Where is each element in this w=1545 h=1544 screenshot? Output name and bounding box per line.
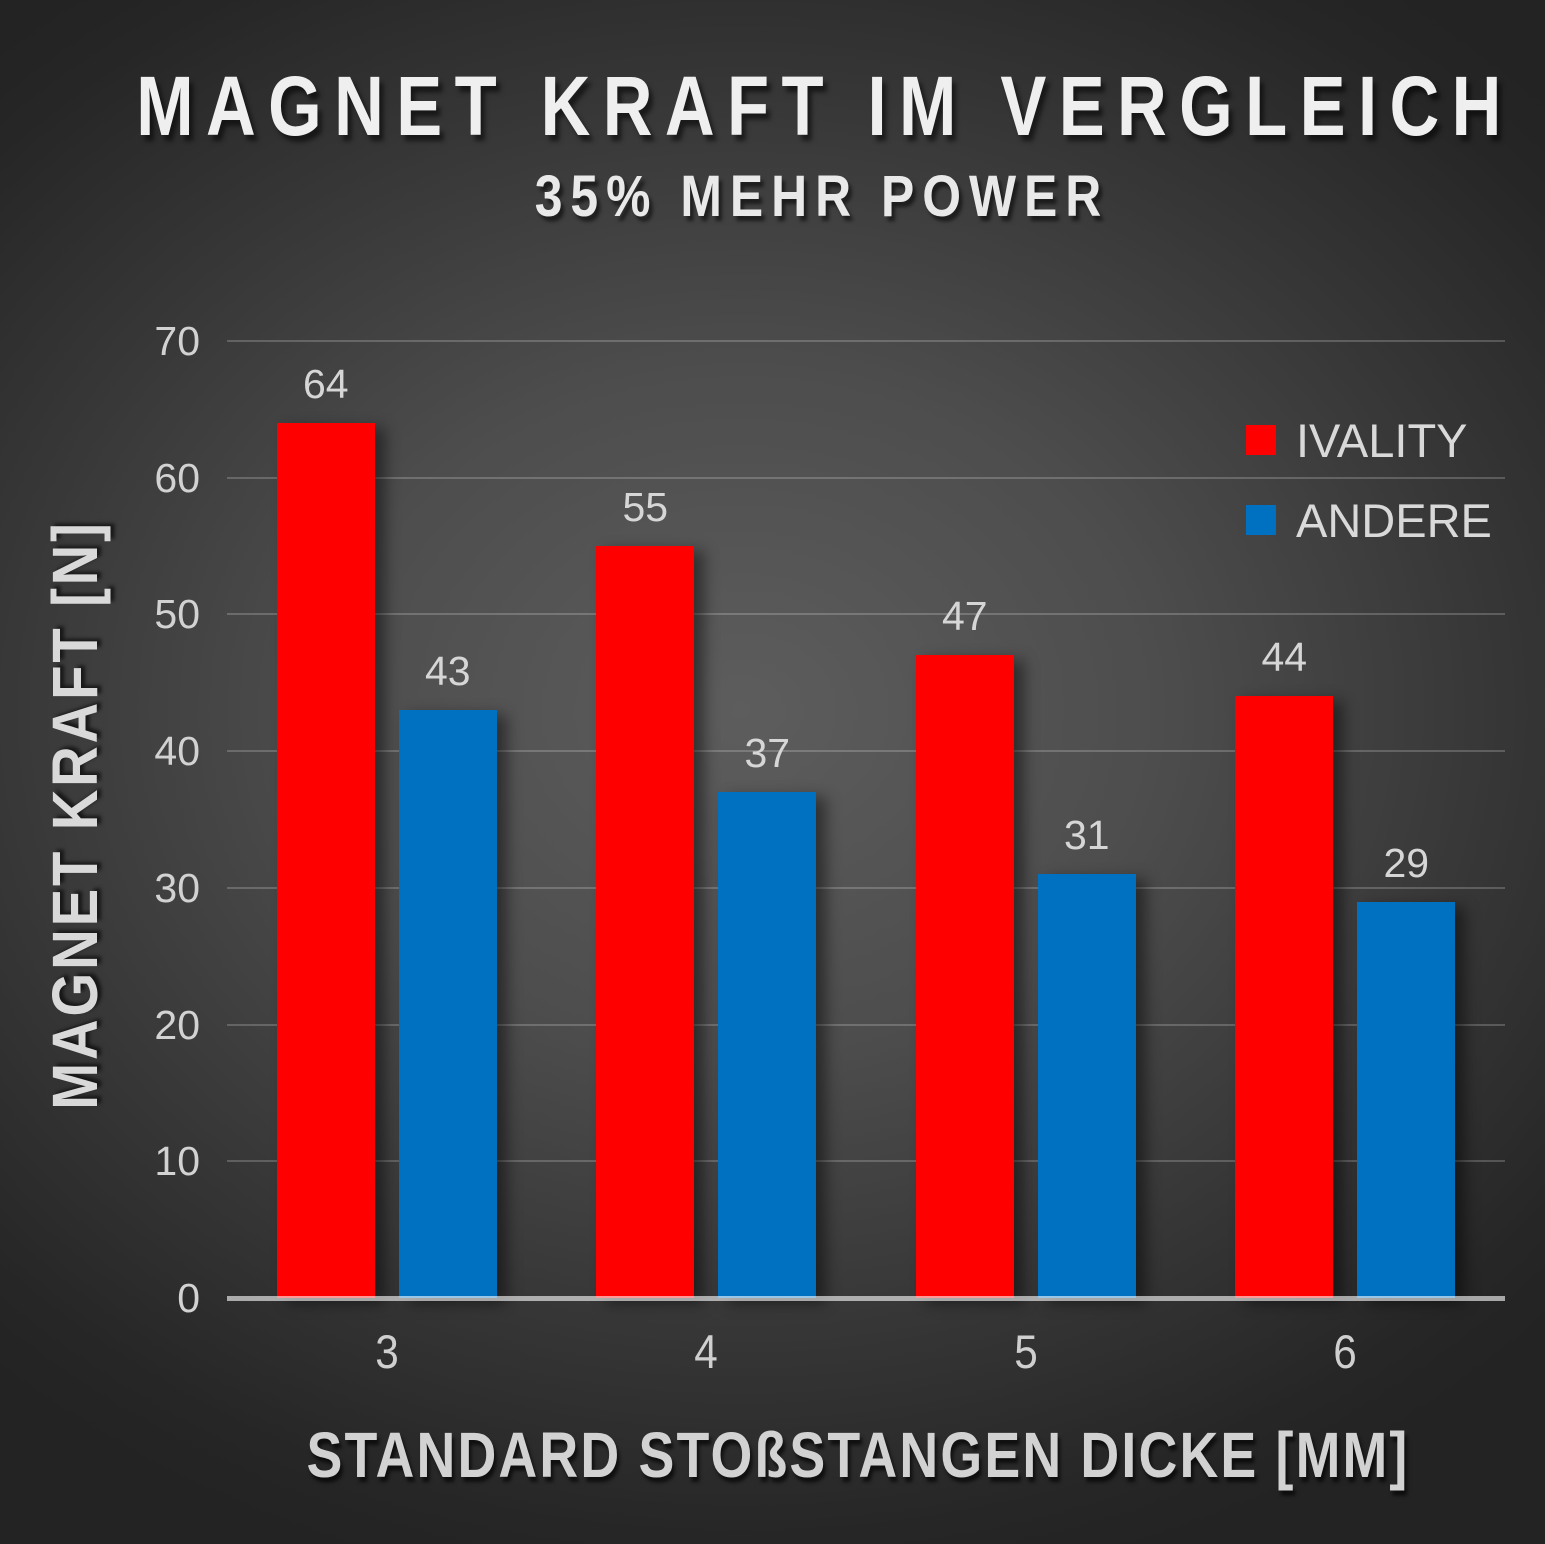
value-label-andere-6mm: 29 (1383, 839, 1430, 886)
x-tick-label-3: 3 (374, 1325, 399, 1378)
gridline-40 (227, 750, 1505, 753)
andere-swatch-icon (1246, 505, 1276, 535)
y-tick-label-40: 40 (154, 728, 200, 775)
plot-area (227, 340, 1505, 1298)
y-tick-label-60: 60 (154, 454, 200, 501)
legend-label-andere: ANDERE (1296, 493, 1492, 547)
legend: IVALITY ANDERE (1246, 412, 1492, 572)
bar-andere-4mm (718, 792, 817, 1298)
value-label-ivality-4mm: 55 (622, 484, 669, 531)
gridline-20 (227, 1023, 1505, 1026)
bar-andere-6mm (1357, 901, 1456, 1298)
y-tick-label-70: 70 (154, 318, 200, 364)
x-tick-label-6: 6 (1333, 1325, 1358, 1378)
x-axis-baseline (227, 1296, 1505, 1301)
legend-label-ivality: IVALITY (1296, 413, 1468, 467)
value-label-ivality-3mm: 64 (302, 361, 349, 408)
gridline-60 (227, 476, 1505, 479)
bar-ivality-6mm (1235, 696, 1334, 1298)
x-tick-label-5: 5 (1013, 1325, 1038, 1378)
gridline-10 (227, 1160, 1505, 1163)
bar-ivality-3mm (276, 423, 375, 1298)
chart-subtitle: 35% MEHR POWER (534, 164, 1110, 229)
ivality-swatch-icon (1246, 425, 1276, 455)
y-tick-label-0: 0 (177, 1275, 200, 1321)
gridline-30 (227, 886, 1505, 889)
bar-andere-5mm (1037, 874, 1136, 1298)
y-tick-label-20: 20 (154, 1001, 200, 1048)
legend-item-andere: ANDERE (1246, 492, 1492, 548)
value-label-ivality-5mm: 47 (941, 593, 988, 640)
bar-ivality-5mm (915, 655, 1014, 1298)
bar-andere-3mm (398, 710, 497, 1298)
bar-ivality-4mm (596, 546, 695, 1298)
x-tick-label-4: 4 (694, 1325, 719, 1378)
gridline-70 (227, 340, 1505, 342)
y-tick-label-30: 30 (154, 864, 200, 911)
chart-title: MAGNET KRAFT IM VERGLEICH (136, 59, 1514, 153)
gridline-50 (227, 613, 1505, 616)
y-tick-label-10: 10 (154, 1138, 200, 1185)
y-tick-label-50: 50 (154, 591, 200, 638)
value-label-andere-4mm: 37 (744, 730, 791, 777)
legend-item-ivality: IVALITY (1246, 412, 1492, 468)
value-label-ivality-6mm: 44 (1261, 634, 1308, 681)
x-axis-title: STANDARD STOßSTANGEN DICKE [MM] (306, 1419, 1410, 1491)
value-label-andere-5mm: 31 (1063, 812, 1110, 859)
value-label-andere-3mm: 43 (424, 648, 471, 695)
